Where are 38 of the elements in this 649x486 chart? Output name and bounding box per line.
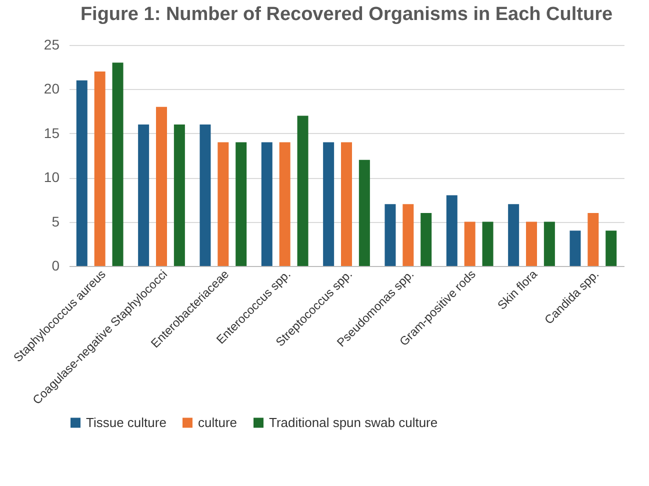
- chart-title: Figure 1: Number of Recovered Organisms in Each Culture: [80, 4, 613, 25]
- bar: [156, 106, 167, 266]
- bar: [606, 230, 617, 266]
- legend-label: Traditional spun swab culture: [269, 414, 438, 430]
- bar: [588, 212, 599, 266]
- y-tick-label: 20: [44, 80, 60, 97]
- x-tick-label: Skin flora: [494, 266, 540, 312]
- bar: [358, 160, 370, 266]
- bar: [446, 195, 458, 266]
- bar: [279, 142, 290, 266]
- bar: [341, 142, 352, 266]
- y-tick-label: 25: [44, 36, 60, 52]
- bar: [570, 230, 581, 266]
- bar: [138, 124, 150, 266]
- bar: [323, 142, 334, 266]
- bar: [200, 124, 211, 266]
- bar: [112, 62, 124, 266]
- bar: [218, 142, 229, 266]
- bar: [261, 142, 272, 266]
- bar: [464, 222, 476, 266]
- legend-label: culture: [198, 414, 238, 430]
- bar: [508, 204, 520, 266]
- bar: [384, 204, 396, 266]
- bar: [420, 212, 432, 266]
- bar: [94, 72, 106, 266]
- bar: [174, 124, 185, 266]
- bar: [76, 80, 88, 266]
- bar: [482, 222, 494, 266]
- legend-label: Tissue culture: [86, 414, 166, 430]
- y-tick-label: 0: [52, 258, 60, 274]
- bar: [526, 222, 537, 266]
- y-tick-label: 15: [44, 124, 60, 141]
- bar: [402, 204, 414, 266]
- bar: [236, 142, 247, 266]
- y-tick-label: 10: [44, 169, 60, 186]
- bar: [544, 222, 555, 266]
- bar: [297, 116, 308, 266]
- y-tick-label: 5: [52, 213, 60, 230]
